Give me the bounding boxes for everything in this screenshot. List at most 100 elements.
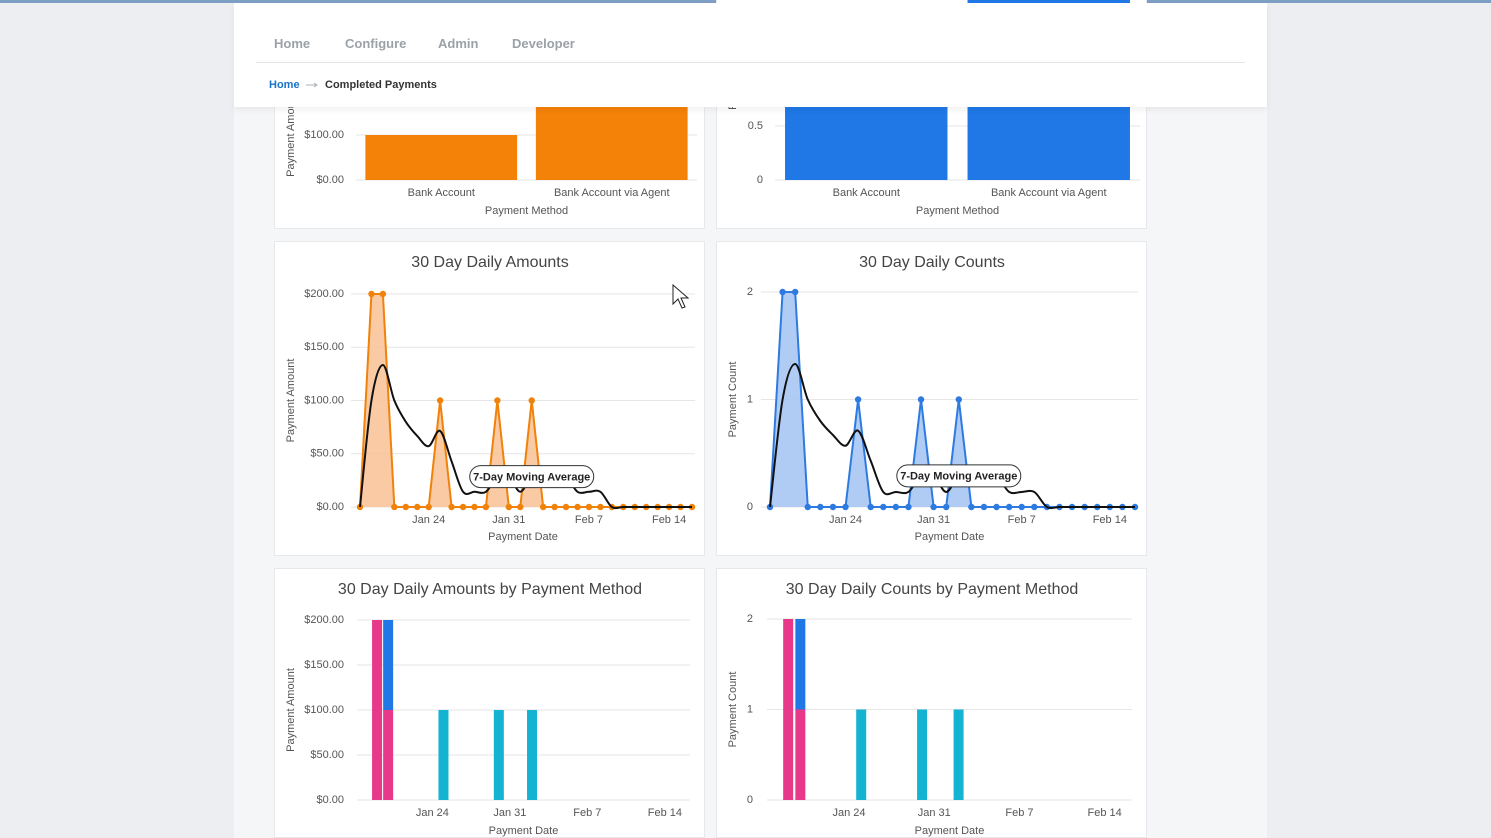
y-axis-label: Payment Amount	[285, 93, 297, 177]
bar-segment	[493, 710, 504, 800]
chart: 30 Day Daily Counts 0 1 2 Payment Count Payme…	[727, 254, 1139, 543]
nav-configure[interactable]: Configure	[345, 36, 407, 51]
point	[391, 503, 398, 511]
point	[892, 503, 900, 511]
chart: 30 Day Daily Counts by Payment Method 0 1 2…	[727, 581, 1132, 837]
bar-segment	[383, 620, 394, 710]
y-tick-label: $100.00	[304, 704, 344, 716]
y-tick-label: 0	[757, 174, 763, 186]
header: Home Configure Admin Developer Home Comp…	[234, 3, 1267, 107]
point	[517, 503, 524, 511]
point	[905, 503, 912, 511]
point	[379, 290, 387, 298]
y-tick-label: $50.00	[310, 749, 344, 761]
point	[930, 503, 937, 511]
point	[1031, 503, 1038, 511]
point	[854, 396, 862, 403]
moving-average-line	[359, 364, 692, 510]
y-tick-label: $150.00	[304, 341, 344, 353]
x-tick-label: Bank Account	[833, 187, 900, 199]
y-tick-label: 2	[747, 613, 753, 625]
x-tick-label: Feb 14	[1093, 514, 1127, 526]
x-tick-label: Feb 7	[1005, 807, 1033, 819]
x-tick-label: Bank Account	[408, 187, 475, 199]
bar-segment	[953, 709, 964, 800]
bar-segment	[372, 620, 383, 800]
point	[980, 503, 988, 511]
chart: 30 Day Daily Amounts by Payment Method $0…	[285, 581, 690, 837]
x-tick-label: Feb 14	[1088, 807, 1122, 819]
x-tick-label: Jan 31	[493, 807, 526, 819]
nav-home[interactable]: Home	[274, 36, 311, 51]
annotation-label: 7-Day Moving Average	[900, 471, 1017, 483]
x-tick-label: Feb 14	[652, 514, 686, 526]
x-tick-label: Jan 31	[918, 807, 951, 819]
x-tick-label: Jan 24	[416, 807, 449, 819]
x-axis-label: Payment Date	[915, 531, 985, 543]
x-tick-label: Bank Account via Agent	[554, 187, 670, 199]
chart-title: 30 Day Daily Counts by Payment Method	[786, 581, 1079, 598]
point	[482, 503, 490, 511]
y-axis-label: Payment Amount	[285, 668, 297, 752]
bar-segment	[527, 710, 538, 800]
x-tick-label: Jan 24	[829, 514, 862, 526]
moving-average-line	[769, 363, 1135, 510]
nav-developer[interactable]: Developer	[512, 36, 575, 51]
point	[425, 503, 432, 511]
chart-card: 30 Day Daily Amounts $0.00 $50.00 $100.00 $1…	[274, 241, 705, 556]
point	[993, 503, 1000, 511]
point	[1018, 503, 1025, 511]
x-tick-label: Feb 7	[1008, 514, 1036, 526]
point	[471, 503, 478, 511]
y-axis-label: Payment Amount	[285, 359, 297, 443]
y-axis-label: Payment Count	[727, 672, 739, 748]
point	[867, 503, 874, 511]
nav-admin[interactable]: Admin	[438, 36, 479, 51]
point	[917, 396, 925, 403]
annotation-box	[896, 464, 1022, 488]
x-tick-label: Feb 7	[573, 807, 601, 819]
area	[360, 294, 692, 507]
point	[368, 290, 375, 298]
y-tick-label: $150.00	[304, 659, 344, 671]
point	[494, 397, 501, 404]
point	[528, 397, 535, 404]
point	[817, 503, 824, 511]
x-tick-label: Jan 24	[412, 514, 445, 526]
point	[436, 397, 444, 404]
x-tick-label: Jan 31	[492, 514, 525, 526]
annotation-box	[469, 465, 595, 489]
chart-title: 30 Day Daily Amounts by Payment Method	[338, 581, 642, 598]
chart-title: 30 Day Daily Counts	[859, 254, 1005, 271]
point	[880, 503, 887, 511]
y-tick-label: $0.00	[316, 501, 344, 513]
y-tick-label: $100.00	[304, 394, 344, 406]
x-axis-label: Payment Date	[489, 825, 559, 837]
x-tick-label: Feb 7	[575, 514, 603, 526]
y-tick-label: 2	[747, 286, 753, 298]
point	[539, 503, 547, 511]
y-tick-label: $0.00	[316, 174, 344, 186]
point	[804, 503, 811, 511]
bar-segment	[438, 710, 449, 800]
point	[842, 503, 849, 511]
x-axis-label: Payment Date	[915, 825, 985, 837]
point	[829, 503, 837, 511]
bar-segment	[795, 619, 806, 710]
x-tick-label: Feb 14	[648, 807, 682, 819]
point	[1005, 503, 1013, 511]
point	[585, 503, 593, 511]
breadcrumb-home[interactable]: Home	[269, 79, 300, 91]
point	[955, 396, 962, 403]
y-tick-label: 1	[747, 393, 753, 405]
y-axis-label: Payment Count	[727, 362, 739, 438]
y-tick-label: 0	[747, 501, 753, 513]
y-tick-label: $0.00	[316, 794, 344, 806]
cursor	[672, 284, 690, 309]
point	[414, 503, 421, 511]
breadcrumb-arrow	[306, 82, 318, 88]
annotation-label: 7-Day Moving Average	[473, 471, 590, 483]
bar-segment	[917, 709, 928, 800]
point	[943, 503, 950, 511]
y-tick-label: 1	[747, 703, 753, 715]
